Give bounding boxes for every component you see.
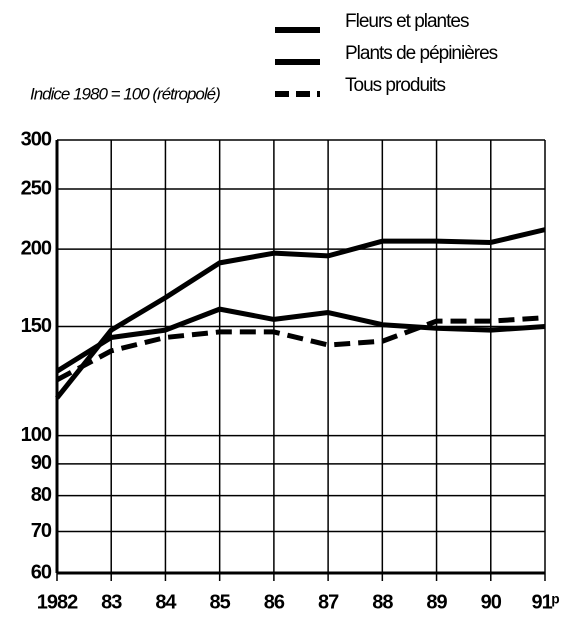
y-tick-label: 60 (31, 561, 52, 583)
series-line (55, 315, 546, 383)
x-tick-label: 90 (481, 591, 502, 613)
y-tick-label: 80 (31, 484, 52, 506)
x-tick-label: 89 (426, 591, 447, 613)
x-tick-label: 83 (101, 591, 122, 613)
y-tick-label: 70 (31, 520, 52, 542)
y-tick-label: 300 (21, 128, 52, 150)
x-tick-label: 86 (264, 591, 285, 613)
legend-label: Plants de pépinières (345, 43, 498, 64)
y-axis-label: Indice 1980 = 100 (rétropolé) (30, 84, 220, 103)
y-tick-label: 250 (21, 177, 52, 199)
y-tick-label: 200 (21, 237, 52, 259)
series-line (55, 227, 546, 400)
y-tick-label: 90 (31, 452, 52, 474)
y-tick-label: 100 (21, 424, 52, 446)
legend-label: Tous produits (345, 75, 446, 96)
x-tick-label: 84 (155, 591, 177, 613)
x-tick-label: 91ᵖ (531, 591, 559, 613)
x-tick-label: 1982 (37, 591, 78, 613)
x-tick-label: 88 (372, 591, 393, 613)
series-line (55, 306, 546, 374)
y-tick-label: 150 (21, 315, 52, 337)
legend-label: Fleurs et plantes (345, 11, 469, 32)
x-tick-label: 85 (210, 591, 231, 613)
x-tick-label: 87 (318, 591, 339, 613)
